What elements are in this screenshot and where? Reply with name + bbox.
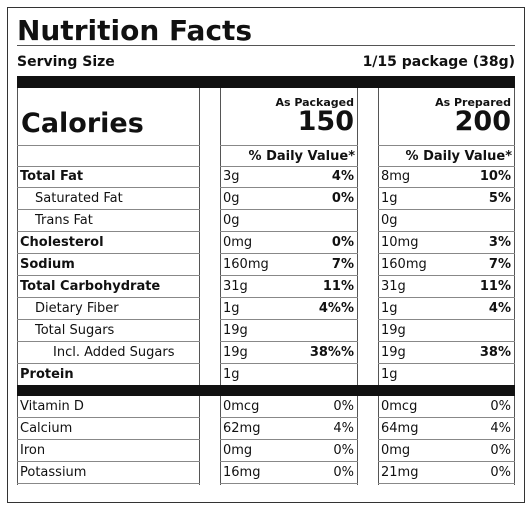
nutrient-name: Saturated Fat <box>17 188 200 210</box>
title: Nutrition Facts <box>17 14 253 47</box>
amount: 0mcg <box>378 396 515 418</box>
daily-value: 0% <box>333 465 354 480</box>
amount: 0g <box>220 210 358 232</box>
amount: 0g <box>378 210 515 232</box>
nutrient-name: Total Fat <box>17 166 200 188</box>
amount: 0mg <box>220 440 358 462</box>
nutrient-name: Iron <box>17 440 200 462</box>
nutrient-name: Protein <box>17 364 200 386</box>
amount: 31g <box>378 276 515 298</box>
daily-value: 4% <box>488 301 511 316</box>
amount: 3g <box>220 166 358 188</box>
daily-value: 4%% <box>318 301 354 316</box>
serving-label: Serving Size <box>17 54 115 70</box>
amount: 1g <box>378 188 515 210</box>
daily-value: 0% <box>331 235 354 250</box>
amount: 1g <box>220 364 358 386</box>
amount: 19g <box>378 342 515 364</box>
nutrient-name: Sodium <box>17 254 200 276</box>
serving-size: 1/15 package (38g) <box>362 54 515 70</box>
amount: 31g <box>220 276 358 298</box>
nutrient-name: Calcium <box>17 418 200 440</box>
daily-value: 7% <box>488 257 511 272</box>
nutrient-name: Dietary Fiber <box>17 298 200 320</box>
nutrient-name: Potassium <box>17 462 200 484</box>
thick-bar <box>17 76 515 88</box>
amount: 19g <box>220 342 358 364</box>
amount: 1g <box>220 298 358 320</box>
daily-value: 4% <box>333 421 354 436</box>
nutrient-name: Cholesterol <box>17 232 200 254</box>
label-border <box>7 7 525 503</box>
daily-value: 0% <box>333 443 354 458</box>
column <box>378 88 515 485</box>
calories-value: 150 <box>297 106 354 137</box>
daily-value: 0% <box>331 191 354 206</box>
amount: 16mg <box>220 462 358 484</box>
amount: 0g <box>220 188 358 210</box>
amount: 1g <box>378 364 515 386</box>
nutrient-name: Trans Fat <box>17 210 200 232</box>
amount: 19g <box>378 320 515 342</box>
calories-label: Calories <box>21 108 144 139</box>
column <box>17 88 200 485</box>
daily-value: 5% <box>488 191 511 206</box>
amount: 160mg <box>378 254 515 276</box>
daily-value: 38% <box>479 345 511 360</box>
dv-heading: % Daily Value* <box>378 145 515 167</box>
calories-value: 200 <box>454 106 511 137</box>
daily-value: 11% <box>322 279 354 294</box>
daily-value: 4% <box>331 169 354 184</box>
rule <box>17 45 515 46</box>
daily-value: 38%% <box>309 345 354 360</box>
daily-value: 0% <box>490 443 511 458</box>
daily-value: 3% <box>488 235 511 250</box>
dv-heading: % Daily Value* <box>220 145 358 167</box>
amount: 0mg <box>220 232 358 254</box>
thick-bar <box>17 385 515 396</box>
nutrient-name: Incl. Added Sugars <box>17 342 200 364</box>
nutrient-name: Vitamin D <box>17 396 200 418</box>
amount: 19g <box>220 320 358 342</box>
daily-value: 7% <box>331 257 354 272</box>
daily-value: 0% <box>333 399 354 414</box>
amount: 160mg <box>220 254 358 276</box>
amount: 62mg <box>220 418 358 440</box>
amount: 64mg <box>378 418 515 440</box>
column <box>220 88 358 485</box>
amount: 0mg <box>378 440 515 462</box>
amount: 8mg <box>378 166 515 188</box>
daily-value: 4% <box>490 421 511 436</box>
column-heading: As Prepared <box>435 96 511 109</box>
amount: 21mg <box>378 462 515 484</box>
daily-value: 10% <box>479 169 511 184</box>
daily-value: 0% <box>490 465 511 480</box>
nutrient-name: Total Carbohydrate <box>17 276 200 298</box>
daily-value: 11% <box>479 279 511 294</box>
cell <box>17 145 200 167</box>
column-heading: As Packaged <box>275 96 354 109</box>
amount: 10mg <box>378 232 515 254</box>
amount: 0mcg <box>220 396 358 418</box>
amount: 1g <box>378 298 515 320</box>
daily-value: 0% <box>490 399 511 414</box>
nutrient-name: Total Sugars <box>17 320 200 342</box>
